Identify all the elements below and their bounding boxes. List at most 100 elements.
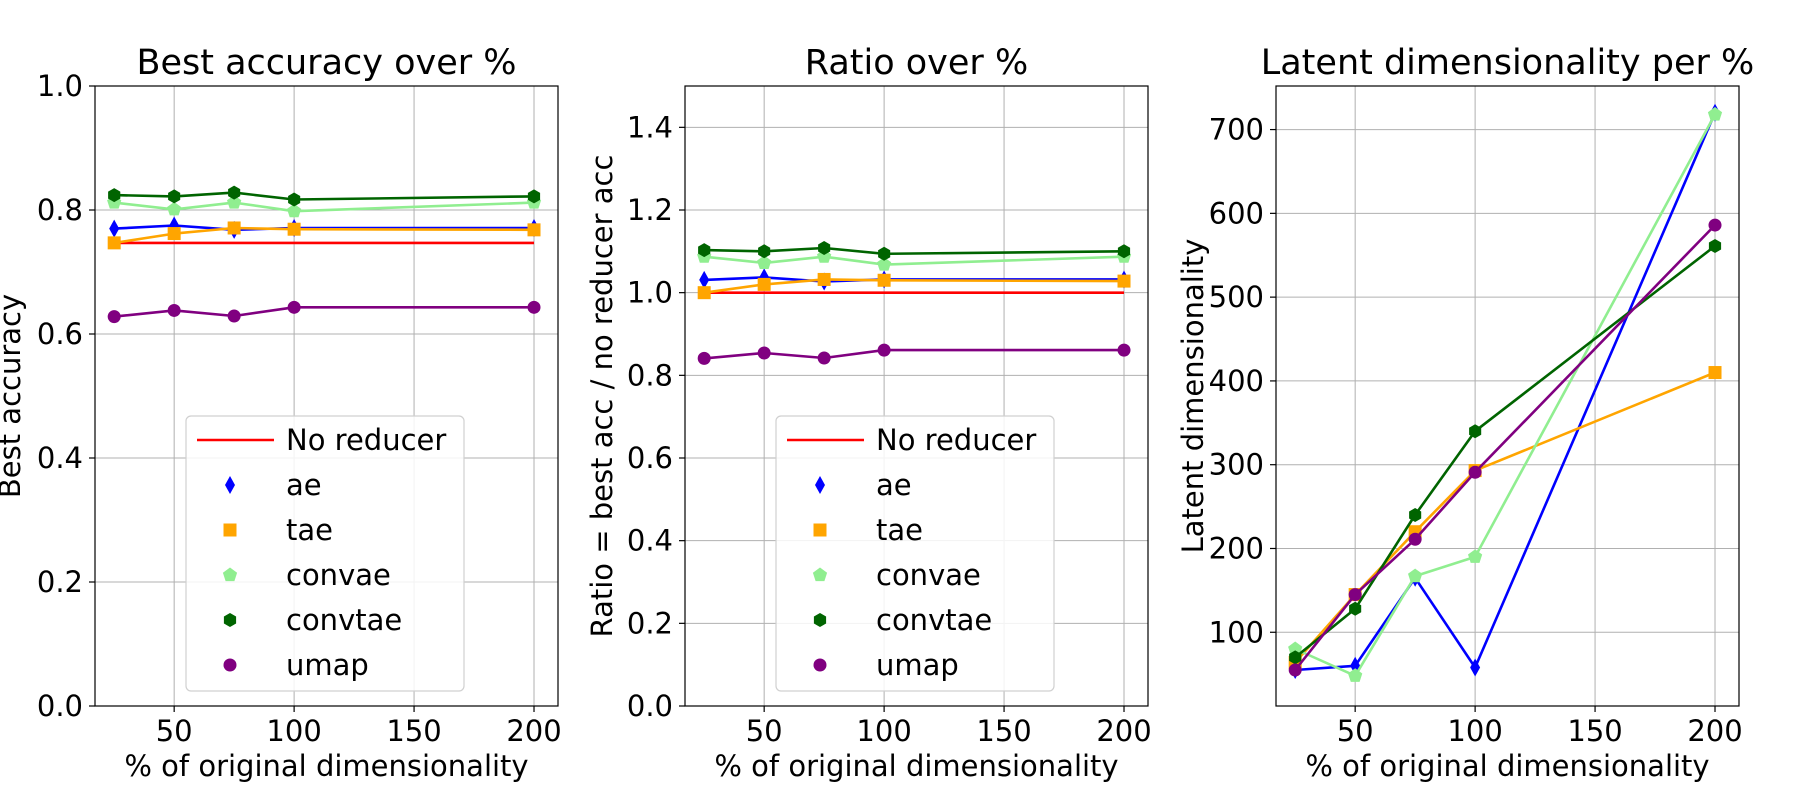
y-tick-label: 0.4 xyxy=(37,441,83,475)
data-point xyxy=(877,273,891,287)
data-point xyxy=(109,219,120,238)
y-tick-label: 1.4 xyxy=(627,110,673,144)
series-tae xyxy=(1288,366,1722,669)
y-tick-label: 1.2 xyxy=(627,193,673,227)
x-tick-label: 50 xyxy=(1337,714,1374,748)
y-tick-label: 600 xyxy=(1209,196,1264,230)
x-tick-label: 150 xyxy=(1567,714,1622,748)
chart-panel-1: 50 100 150 200 0.0 0.2 0.4 0.6 0.8 1.0 Best accura… xyxy=(0,43,562,783)
x-axis-label: % of original dimensionality xyxy=(714,749,1118,783)
legend-marker xyxy=(223,523,237,537)
data-point xyxy=(227,309,241,323)
x-tick-label: 150 xyxy=(976,714,1031,748)
data-point xyxy=(227,195,242,209)
x-tick-label: 100 xyxy=(266,714,321,748)
legend-label: convae xyxy=(286,558,391,592)
series-convae xyxy=(697,249,1132,271)
y-tick-label: 0.2 xyxy=(627,606,673,640)
legend-label: tae xyxy=(286,513,333,547)
y-tick-label: 0.8 xyxy=(37,193,83,227)
data-point xyxy=(817,351,831,365)
x-axis-label: % of original dimensionality xyxy=(124,749,528,783)
data-point xyxy=(107,236,121,250)
x-tick-label: 200 xyxy=(506,714,561,748)
data-point xyxy=(1289,650,1302,665)
y-tick-label: 0.0 xyxy=(627,689,673,723)
series-convae xyxy=(1288,107,1723,682)
data-point xyxy=(697,286,711,300)
y-tick-label: 0.4 xyxy=(627,524,673,558)
data-point xyxy=(1409,508,1422,522)
series-line xyxy=(1294,371,1716,664)
series-tae xyxy=(107,221,541,250)
chart-title: Latent dimensionality per % xyxy=(1261,43,1755,83)
x-tick-label: 200 xyxy=(1687,714,1742,748)
data-point xyxy=(167,303,181,317)
data-point xyxy=(167,201,182,216)
legend-box xyxy=(185,415,465,692)
data-point xyxy=(287,203,302,218)
x-tick-label: 100 xyxy=(1447,714,1502,748)
series-umap xyxy=(107,300,541,324)
series-convtae xyxy=(108,185,541,207)
plot-frame xyxy=(1275,85,1740,707)
data-point xyxy=(1288,663,1302,677)
legend-item: umap xyxy=(813,648,959,682)
y-tick-label: 0.0 xyxy=(37,689,83,723)
legend-label: umap xyxy=(876,648,959,682)
data-point xyxy=(1117,274,1131,288)
data-point xyxy=(1408,532,1422,546)
legend-marker xyxy=(815,476,825,494)
series-convtae xyxy=(698,241,1131,261)
data-point xyxy=(107,310,121,324)
y-tick-label: 0.6 xyxy=(627,441,673,475)
legend-item: No reducer xyxy=(787,423,1036,457)
plot-frame xyxy=(684,85,1149,707)
legend-item: ae xyxy=(815,468,912,502)
data-point xyxy=(817,272,831,286)
x-tick-label: 100 xyxy=(856,714,911,748)
data-point xyxy=(758,244,771,259)
series-line xyxy=(1295,112,1717,672)
data-point xyxy=(1117,343,1131,357)
data-point xyxy=(1349,601,1362,616)
data-point xyxy=(1348,588,1362,602)
data-point xyxy=(1708,218,1722,232)
legend-marker xyxy=(813,658,827,672)
data-point xyxy=(699,270,710,289)
y-tick-label: 0.8 xyxy=(627,358,673,392)
legend-item: ae xyxy=(225,468,322,502)
series-umap xyxy=(697,343,1131,365)
legend-label: ae xyxy=(876,468,912,502)
data-point xyxy=(877,257,892,271)
legend-item: No reducer xyxy=(197,423,446,457)
plot-frame xyxy=(94,85,559,707)
data-point xyxy=(1707,107,1723,121)
data-point xyxy=(1288,641,1303,656)
x-tick-label: 150 xyxy=(386,714,441,748)
chart-panel-2: 50 100 150 2000.00.20.40.60.81.01.21.4Ratio… xyxy=(585,43,1152,783)
legend-marker xyxy=(225,476,235,494)
data-point xyxy=(227,221,241,235)
series-tae xyxy=(697,272,1131,300)
data-point xyxy=(757,277,771,291)
y-tick-label: 1.0 xyxy=(37,69,83,103)
data-point xyxy=(527,189,541,204)
y-axis-label: Latent dimensionality xyxy=(1176,239,1210,554)
chart-title: Ratio over % xyxy=(805,43,1028,83)
legend-marker xyxy=(223,613,237,627)
legend-marker xyxy=(223,658,237,672)
y-tick-label: 400 xyxy=(1209,364,1264,398)
y-tick-label: 0.6 xyxy=(37,317,83,351)
data-point xyxy=(1469,424,1482,439)
x-axis-label: % of original dimensionality xyxy=(1305,749,1709,783)
y-tick-label: 500 xyxy=(1209,280,1264,314)
legend-item: convtae xyxy=(223,603,402,637)
legend-label: convtae xyxy=(876,603,992,637)
y-tick-label: 700 xyxy=(1209,113,1264,147)
data-point xyxy=(697,351,711,365)
data-point xyxy=(1408,568,1423,583)
legend: No reducer ae tae convae convtae umap xyxy=(185,415,465,692)
legend-label: No reducer xyxy=(876,423,1036,457)
data-point xyxy=(527,223,541,237)
